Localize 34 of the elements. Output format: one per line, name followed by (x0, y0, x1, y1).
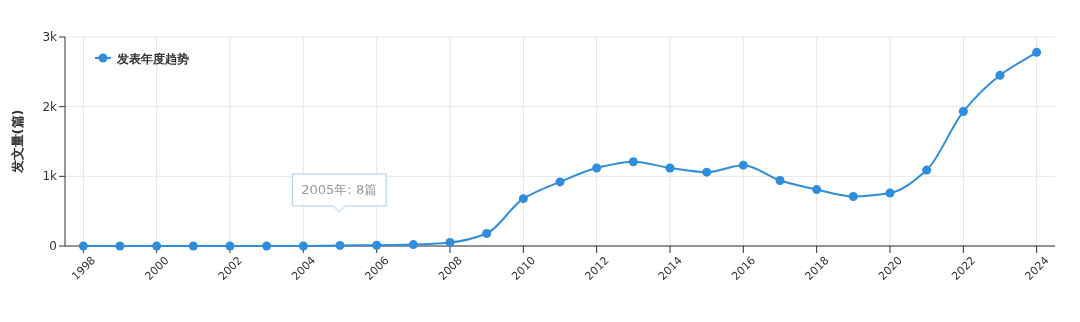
legend-label: 发表年度趋势 (116, 52, 189, 66)
point (958, 107, 968, 117)
y-tick-label: 1k (42, 169, 58, 184)
point (812, 185, 822, 195)
point (78, 241, 88, 251)
point (775, 176, 785, 186)
y-axis-title: 发文量(篇) (10, 109, 25, 175)
point (408, 240, 418, 250)
point (1032, 47, 1042, 57)
point (922, 165, 932, 175)
point (152, 241, 162, 251)
point (262, 241, 272, 251)
point (115, 241, 125, 251)
y-tick-label: 0 (49, 239, 57, 253)
point (738, 160, 748, 170)
point (702, 167, 712, 177)
point (445, 238, 455, 248)
point (885, 188, 895, 198)
point (592, 163, 602, 173)
point (335, 240, 345, 250)
annotation: 2005年: 8篇 (301, 182, 378, 197)
point (298, 241, 308, 251)
point (372, 240, 382, 250)
point (995, 70, 1005, 80)
point (665, 163, 675, 173)
point (482, 228, 492, 238)
point (555, 177, 565, 187)
point (848, 192, 858, 202)
point (518, 194, 528, 204)
point (628, 157, 638, 167)
point (188, 241, 198, 251)
y-tick-label: 2k (42, 99, 58, 114)
y-tick-label: 3k (42, 30, 58, 44)
point (225, 241, 235, 251)
